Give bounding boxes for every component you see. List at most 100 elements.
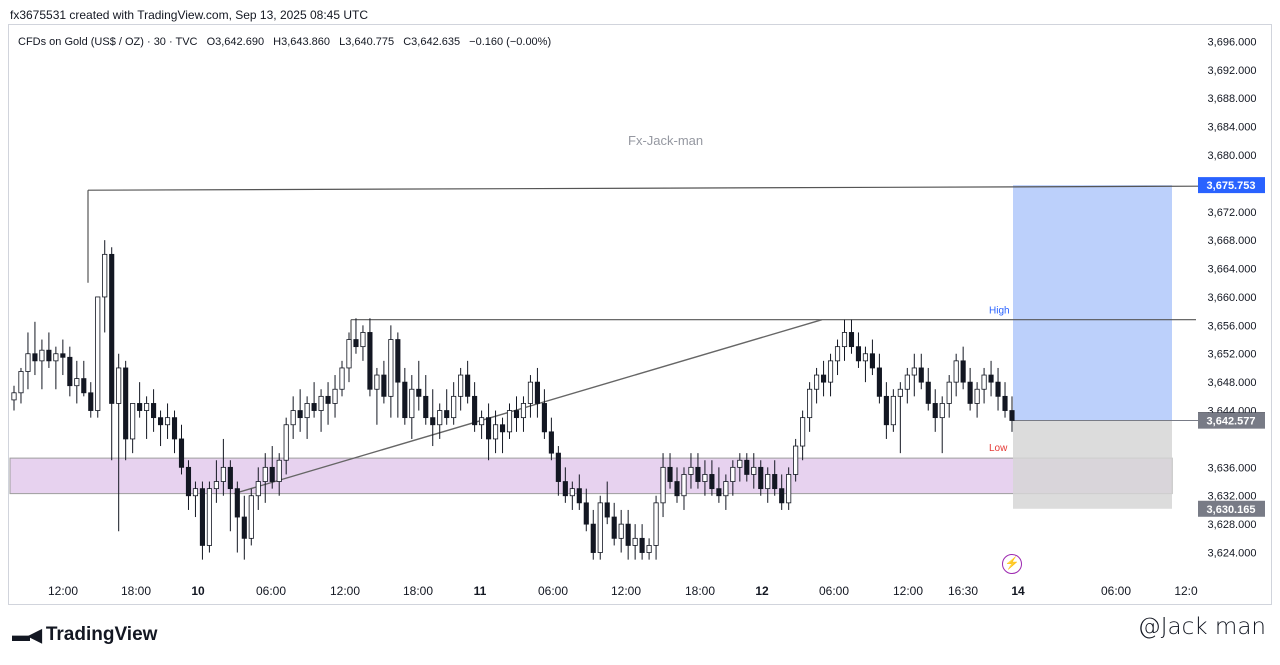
candle-body — [178, 438, 185, 468]
candle-body — [213, 481, 219, 490]
open-value: O3,642.690 — [206, 36, 265, 48]
candle-body — [346, 339, 352, 369]
candle-body — [751, 466, 757, 475]
candle — [241, 495, 247, 560]
symbol-title[interactable]: CFDs on Gold (US$ / OZ) · 30 · TVC — [18, 36, 198, 48]
candle-body — [164, 417, 171, 426]
candle — [534, 367, 540, 418]
candle — [646, 538, 652, 560]
candle-body — [46, 349, 52, 362]
candle-body — [388, 339, 394, 397]
candle-body — [821, 374, 827, 383]
lightning-icon[interactable]: ⚡ — [1002, 554, 1022, 574]
candle-body — [946, 381, 952, 404]
candle — [597, 495, 603, 560]
candle — [953, 353, 959, 397]
price-label: 3,630.165 — [1198, 500, 1265, 517]
price-label-text: 3,675.753 — [1207, 180, 1256, 192]
candle — [234, 481, 240, 553]
candle-body — [11, 392, 17, 401]
candle-body — [130, 403, 136, 440]
candle-body — [618, 523, 624, 539]
candle — [220, 438, 226, 496]
candle — [248, 488, 254, 546]
x-tick-label: 06:00 — [538, 584, 568, 598]
x-tick-label: 10 — [191, 584, 205, 598]
candle-body — [416, 388, 422, 397]
candle-body — [444, 410, 450, 419]
candle — [758, 460, 764, 496]
candle-body — [227, 466, 233, 490]
x-tick-label: 12:00 — [893, 584, 923, 598]
candle — [744, 453, 750, 482]
candle-body — [911, 367, 917, 376]
candle-body — [367, 332, 373, 390]
candle-body — [807, 388, 813, 419]
candle-body — [353, 339, 359, 348]
candle — [723, 474, 729, 510]
candle-body — [220, 466, 226, 482]
candle-body — [1009, 410, 1015, 421]
candle — [967, 367, 973, 411]
x-tick-label: 12:00 — [48, 584, 78, 598]
candle — [590, 509, 596, 560]
candle-body — [688, 466, 694, 475]
candle-body — [18, 371, 24, 394]
candle-body — [995, 381, 1001, 397]
candle-body — [632, 537, 638, 546]
x-tick-label: 12:00 — [330, 584, 360, 598]
candle — [618, 509, 624, 553]
candle — [416, 360, 422, 411]
candle — [67, 346, 73, 397]
y-tick-label: 3,680.000 — [1208, 150, 1257, 162]
candle-body — [39, 349, 45, 362]
candle-body — [60, 353, 66, 358]
candle-body — [520, 403, 527, 419]
candle — [206, 481, 212, 553]
candle-body — [283, 424, 289, 461]
candle — [276, 453, 282, 496]
x-tick-label: 06:00 — [1101, 584, 1131, 598]
candle-body — [409, 388, 415, 419]
candle-body — [814, 374, 820, 390]
candle-body — [527, 381, 534, 404]
candle-body — [541, 403, 547, 433]
candle — [562, 467, 568, 503]
logo-text: TradingView — [45, 624, 158, 645]
candle — [88, 382, 94, 418]
candle — [702, 460, 708, 496]
candle — [325, 382, 331, 425]
y-tick-label: 3,632.000 — [1208, 491, 1257, 503]
candle-body — [311, 403, 317, 411]
candle — [269, 446, 275, 489]
candle-body — [318, 395, 324, 411]
candle — [772, 460, 778, 496]
candle-body — [81, 378, 87, 394]
candle — [437, 403, 443, 439]
y-tick-label: 3,672.000 — [1208, 207, 1257, 219]
tradingview-logo: ▬◀ TradingView — [12, 624, 157, 646]
candle — [939, 396, 945, 454]
candle-body — [939, 403, 945, 419]
candle-body — [967, 381, 973, 404]
candle-body — [723, 481, 729, 497]
y-tick-label: 3,664.000 — [1208, 264, 1257, 276]
y-tick-label: 3,692.000 — [1208, 65, 1257, 77]
candle-body — [786, 474, 792, 504]
candle-body — [151, 403, 157, 419]
candle — [444, 389, 450, 425]
x-tick-label: 12:0 — [1174, 584, 1198, 598]
candle-body — [157, 417, 164, 426]
zones-layer — [9, 185, 1198, 509]
ohlc-legend: CFDs on Gold (US$ / OZ) · 30 · TVC O3,64… — [18, 36, 557, 48]
candle-body — [234, 488, 240, 518]
candle-body — [800, 417, 806, 447]
candle-body — [848, 332, 855, 348]
y-tick-label: 3,636.000 — [1208, 462, 1257, 474]
candle — [632, 524, 638, 560]
y-tick-label: 3,696.000 — [1208, 36, 1257, 48]
x-tick-label: 11 — [474, 584, 487, 598]
candle — [681, 467, 687, 510]
candle-body — [171, 417, 178, 440]
